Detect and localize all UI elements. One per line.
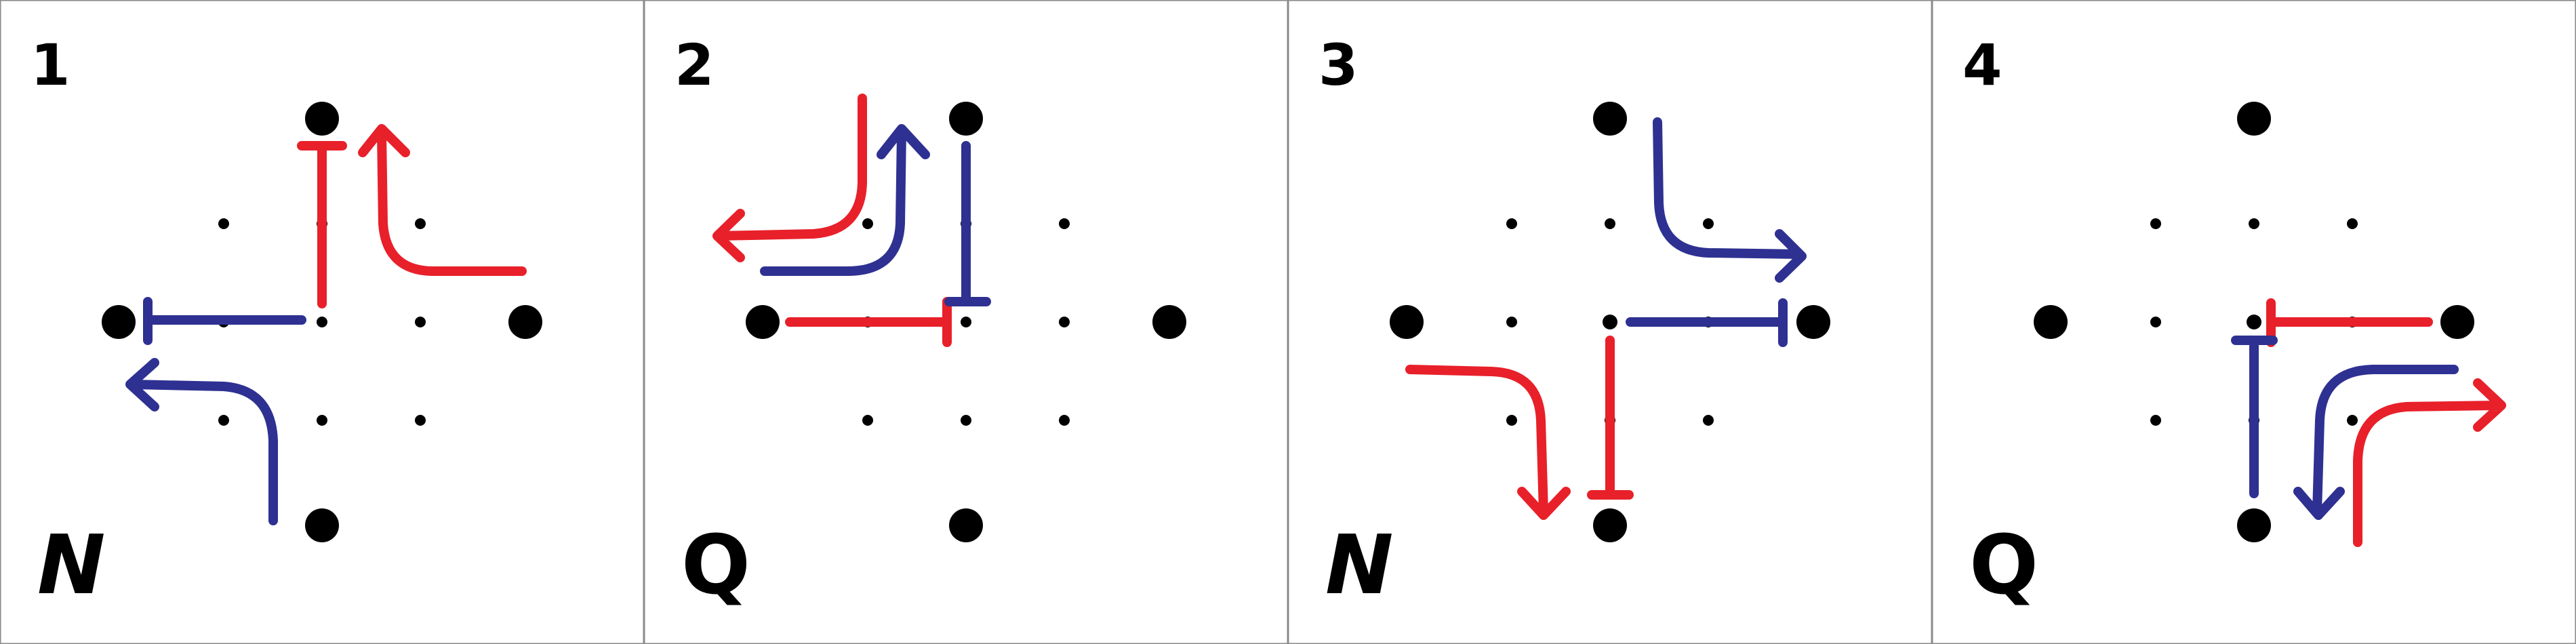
panel-1-grid-dot xyxy=(218,218,229,229)
panel-1-red-stop-line xyxy=(297,141,347,308)
panel-1-blue-turn-arrow xyxy=(125,358,278,525)
panel-4-dot-right xyxy=(2440,305,2474,339)
panel-2-blue-stop-line xyxy=(944,141,991,306)
panel-3-red-stop-line xyxy=(1587,336,1634,500)
panel-1-red-turn-arrow xyxy=(358,124,527,276)
panel-2-grid-dot xyxy=(862,415,873,426)
panel-3-blue-turn-arrow xyxy=(1653,117,1807,283)
panel-4-dot-left xyxy=(2034,305,2068,339)
panel-3-dot-top xyxy=(1593,102,1627,136)
panel-2-grid-dot xyxy=(961,415,971,426)
panel-4-blue-turn-arrow xyxy=(2293,365,2459,520)
panel-4-dot-top xyxy=(2237,102,2271,136)
panel-2-grid-dot xyxy=(862,218,873,229)
panel-4-grid-dot xyxy=(2249,218,2259,229)
panel-3-grid-dot xyxy=(1506,218,1517,229)
panel-3-red-turn-arrow xyxy=(1405,365,1571,520)
panel-1-grid-dot xyxy=(218,415,229,426)
panel-2-number: 2 xyxy=(675,32,714,98)
panel-3-grid-dot xyxy=(1605,218,1615,229)
panel-4-dot-bottom xyxy=(2237,508,2271,542)
panel-3: 3 N xyxy=(1287,0,1933,644)
panel-4: 4 Q xyxy=(1931,0,2576,644)
panel-4-letter: Q xyxy=(1969,519,2038,613)
panel-3-grid-dot xyxy=(1703,218,1714,229)
panel-1-dot-bottom xyxy=(305,508,339,542)
panel-1: 1 N xyxy=(0,0,645,644)
panel-3-dot-bottom xyxy=(1593,508,1627,542)
panel-1-dot-top xyxy=(305,102,339,136)
panel-2-grid-dot xyxy=(1059,415,1070,426)
panel-1-grid-dot xyxy=(415,317,426,327)
panel-2-grid-dot xyxy=(961,317,971,327)
panel-3-dot-left xyxy=(1390,305,1424,339)
panel-4-grid-dot xyxy=(2150,218,2161,229)
panel-2-letter: Q xyxy=(681,519,750,613)
panel-1-dot-left xyxy=(102,305,136,339)
panel-1-grid-dot xyxy=(317,317,327,327)
panel-2-red-stop-line xyxy=(785,297,952,347)
panel-4-grid-dot xyxy=(2347,218,2358,229)
panel-1-blue-stop-line xyxy=(143,297,306,345)
panel-2-grid-dot xyxy=(1059,317,1070,327)
panel-2-dot-right xyxy=(1152,305,1186,339)
panel-2-blue-turn-arrow xyxy=(760,124,930,276)
panel-4-red-turn-arrow xyxy=(2353,378,2506,547)
panel-3-grid-dot xyxy=(1506,415,1517,426)
panel-2-dot-top xyxy=(949,102,983,136)
panel-1-letter: N xyxy=(37,519,105,613)
panel-2-dot-bottom xyxy=(949,508,983,542)
panel-2: 2 Q xyxy=(643,0,1289,644)
panel-3-number: 3 xyxy=(1319,32,1358,98)
panel-3-letter: N xyxy=(1325,519,1393,613)
panel-2-red-turn-arrow xyxy=(712,94,867,262)
panel-3-grid-dot xyxy=(1603,315,1617,329)
panel-1-grid-dot xyxy=(415,218,426,229)
panel-4-grid-dot xyxy=(2150,415,2161,426)
panel-1-grid-dot xyxy=(317,415,327,426)
panel-1-dot-right xyxy=(508,305,542,339)
panel-3-dot-right xyxy=(1796,305,1830,339)
panel-1-number: 1 xyxy=(31,32,70,98)
panel-2-grid-dot xyxy=(1059,218,1070,229)
panel-4-blue-stop-line xyxy=(2231,336,2278,498)
panel-4-grid-dot xyxy=(2150,317,2161,327)
panel-4-grid-dot xyxy=(2247,315,2261,329)
panel-2-dot-left xyxy=(746,305,780,339)
panel-4-grid-dot xyxy=(2347,415,2358,426)
panel-3-grid-dot xyxy=(1506,317,1517,327)
panel-3-grid-dot xyxy=(1703,415,1714,426)
panel-4-number: 4 xyxy=(1963,32,2002,98)
panel-1-grid-dot xyxy=(415,415,426,426)
panel-3-blue-stop-line xyxy=(1626,298,1788,347)
